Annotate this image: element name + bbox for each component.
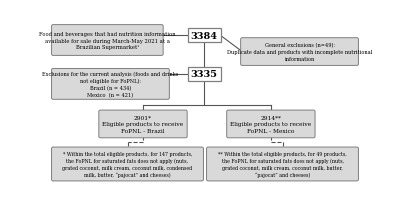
FancyBboxPatch shape bbox=[227, 111, 315, 138]
FancyBboxPatch shape bbox=[52, 147, 204, 181]
FancyBboxPatch shape bbox=[99, 111, 187, 138]
Text: ** Within the total eligible products, for 49 products,
the FoPNL for saturated : ** Within the total eligible products, f… bbox=[218, 152, 347, 177]
FancyBboxPatch shape bbox=[206, 147, 358, 181]
Text: Exclusions for the current analysis (foods and drinks
not eligible for FoPNL):
B: Exclusions for the current analysis (foo… bbox=[42, 72, 178, 97]
Text: 3335: 3335 bbox=[191, 70, 218, 79]
Text: 2914**
Eligible products to receive
FoPNL - Mexico: 2914** Eligible products to receive FoPN… bbox=[230, 115, 312, 133]
FancyBboxPatch shape bbox=[188, 68, 220, 81]
Text: 2901*
Eligible products to receive
FoPNL - Brazil: 2901* Eligible products to receive FoPNL… bbox=[102, 115, 184, 133]
Text: 3384: 3384 bbox=[191, 32, 218, 41]
FancyBboxPatch shape bbox=[52, 26, 163, 56]
Text: * Within the total eligible products, for 147 products,
the FoPNL for saturated : * Within the total eligible products, fo… bbox=[62, 152, 192, 177]
FancyBboxPatch shape bbox=[188, 29, 220, 43]
Text: General exclusions (n=49):
Duplicate data and products with incomplete nutrition: General exclusions (n=49): Duplicate dat… bbox=[227, 43, 372, 61]
FancyBboxPatch shape bbox=[52, 69, 169, 100]
FancyBboxPatch shape bbox=[241, 39, 358, 66]
Text: Food and beverages that had nutrition information
available for sale during Marc: Food and beverages that had nutrition in… bbox=[39, 32, 176, 50]
